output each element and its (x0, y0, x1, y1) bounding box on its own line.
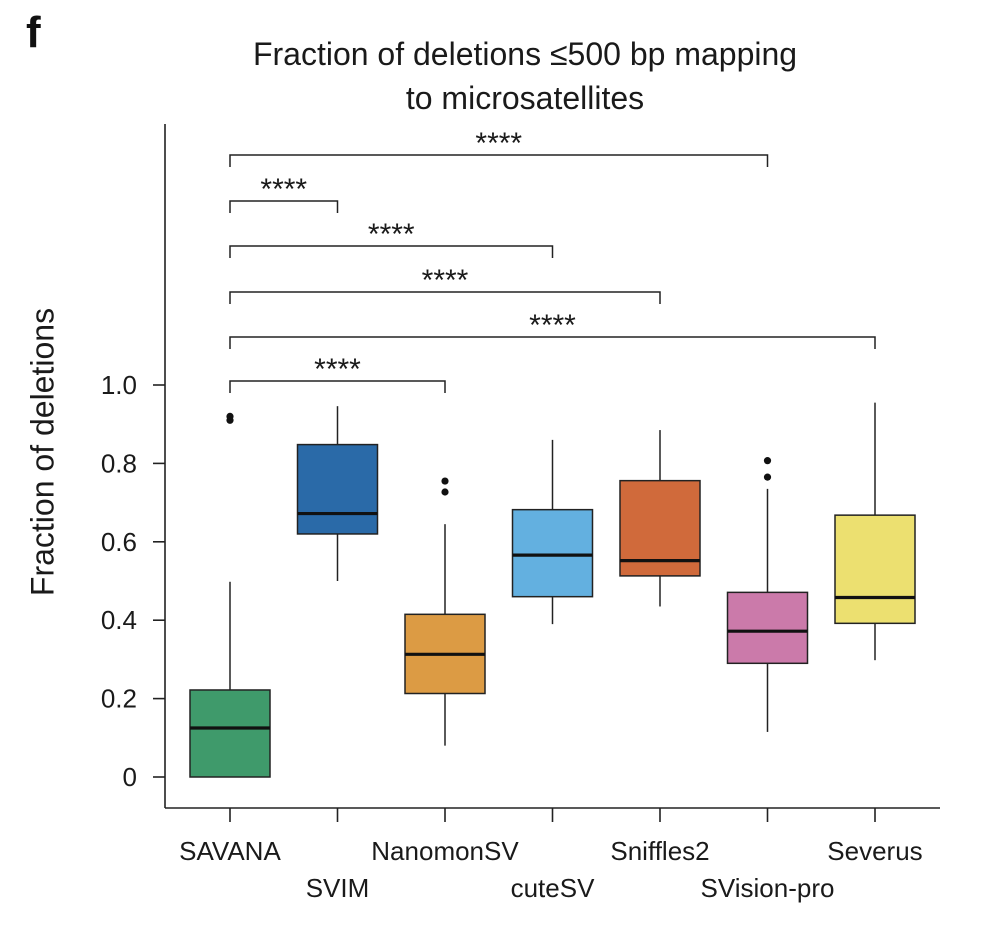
x-tick-label: Sniffles2 (610, 836, 709, 866)
y-tick-label: 0.2 (101, 684, 137, 714)
box-svim (296, 443, 379, 535)
significance-bracket (229, 291, 661, 304)
x-tick-label: Severus (827, 836, 922, 866)
box-severus (834, 514, 916, 625)
x-tick-label: NanomonSV (371, 836, 519, 866)
significance-label: **** (260, 173, 307, 206)
outlier-point (441, 488, 449, 496)
panel-label: f (26, 8, 41, 57)
significance-bracket (229, 245, 554, 258)
significance-bracket (229, 336, 876, 349)
y-tick-label: 0.8 (101, 448, 137, 478)
significance-label: **** (314, 353, 361, 386)
x-tick-label: SVision-pro (701, 873, 835, 903)
x-tick-label: SVIM (306, 873, 370, 903)
chart-title-line2: to microsatellites (405, 80, 645, 116)
significance-label: **** (368, 218, 415, 251)
significance-bracket (229, 154, 769, 167)
box-svision-pro (726, 591, 809, 665)
y-tick-label: 0.4 (101, 605, 137, 635)
y-tick-label: 0.6 (101, 527, 137, 557)
outlier-point (441, 477, 449, 485)
box-savana (189, 689, 271, 778)
significance-bracket (229, 200, 339, 213)
chart-title-line1: Fraction of deletions ≤500 bp mapping (252, 36, 798, 72)
significance-label: **** (475, 127, 522, 160)
outlier-point (763, 473, 772, 481)
outlier-point (763, 457, 772, 465)
significance-bracket (229, 380, 446, 393)
y-tick-label: 0 (123, 762, 137, 792)
significance-label: **** (422, 264, 469, 297)
x-tick-label: cuteSV (511, 873, 595, 903)
y-tick-label: 1.0 (101, 370, 137, 400)
x-tick-label: SAVANA (179, 836, 281, 866)
significance-label: **** (529, 309, 576, 342)
box-cutesv (511, 508, 594, 598)
outlier-point (226, 412, 234, 420)
